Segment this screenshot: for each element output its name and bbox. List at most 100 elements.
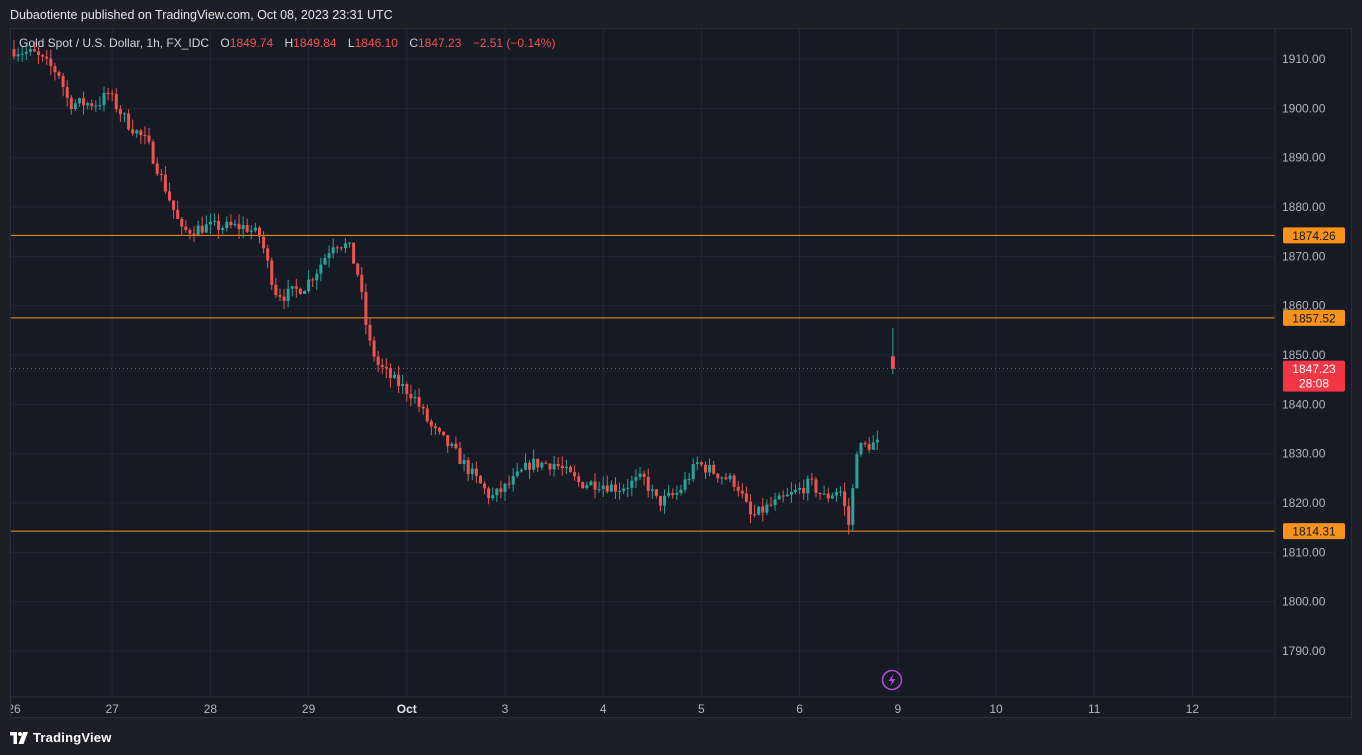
price-tick-label: 1880.00 (1282, 200, 1326, 214)
publisher-header: Dubaotiente published on TradingView.com… (0, 0, 1362, 30)
grid (11, 29, 1275, 697)
candle (204, 215, 208, 233)
candle (433, 423, 437, 435)
candle (511, 468, 515, 492)
candle (794, 484, 798, 495)
candle (810, 473, 814, 486)
candle (740, 483, 744, 499)
candle (466, 456, 470, 482)
candle (249, 225, 253, 240)
candle (94, 100, 98, 113)
candle (859, 441, 863, 457)
candle (609, 480, 613, 492)
candle (470, 463, 474, 480)
candle (65, 79, 69, 107)
candle (851, 484, 855, 532)
candle (409, 384, 413, 407)
candle (221, 225, 225, 234)
candle (32, 42, 36, 52)
horizontal-levels[interactable] (11, 234, 1275, 532)
candle (536, 458, 540, 473)
candle (208, 213, 212, 235)
candle (585, 481, 589, 491)
candle (564, 459, 568, 474)
candle (438, 427, 442, 435)
tradingview-wordmark: TradingView (33, 730, 112, 745)
candle (360, 267, 364, 300)
price-tick-label: 1910.00 (1282, 52, 1326, 66)
legend-symbol: Gold Spot / U.S. Dollar, 1h, FX_IDC (19, 36, 209, 50)
candle (577, 472, 581, 487)
candle (73, 99, 77, 111)
candle (618, 482, 622, 500)
candle (339, 246, 343, 251)
tradingview-logo-icon (10, 731, 28, 744)
candle (507, 475, 511, 489)
candle (847, 498, 851, 535)
candle (671, 488, 675, 499)
candle (687, 472, 691, 485)
candle (552, 455, 556, 477)
level-label-box (1283, 309, 1345, 326)
candle (442, 431, 446, 437)
candle (875, 430, 879, 451)
legend-c-value: 1847.23 (418, 36, 462, 50)
price-tick-label: 1820.00 (1282, 496, 1326, 510)
candle (605, 475, 609, 494)
candle (380, 358, 384, 375)
candle (732, 473, 736, 492)
candle (597, 481, 601, 493)
price-tick-label: 1870.00 (1282, 249, 1326, 263)
candle (540, 461, 544, 471)
candle (131, 119, 135, 136)
candle (348, 241, 352, 248)
tradingview-logo[interactable]: TradingView (10, 730, 112, 745)
candle (822, 485, 826, 495)
candle (695, 456, 699, 471)
candle (298, 287, 302, 295)
legend-h-label: H (285, 36, 294, 50)
candle (613, 477, 617, 500)
candle (581, 481, 585, 489)
legend-o-value: 1849.74 (230, 36, 274, 50)
time-tick-label: 10 (989, 702, 1003, 716)
candle (491, 487, 495, 501)
candle (675, 485, 679, 500)
candle (712, 460, 716, 475)
candle (421, 404, 425, 416)
candle (155, 157, 159, 177)
last-price-label: 1847.23 (1292, 362, 1336, 376)
time-tick-label: 6 (796, 702, 803, 716)
candle (102, 86, 106, 112)
candle (843, 482, 847, 516)
candle (523, 453, 527, 471)
candle (139, 129, 143, 145)
candle (82, 91, 86, 115)
last-price-badge (1283, 360, 1345, 392)
legend-l-label: L (348, 36, 355, 50)
candle (589, 480, 593, 486)
time-axis[interactable]: 26 27 28 29 Oct 3 4 5 6 9 10 11 12 (11, 702, 1199, 716)
candle (830, 492, 834, 500)
candle (196, 220, 200, 236)
session-break-badge[interactable] (881, 669, 903, 691)
candle (691, 458, 695, 483)
candle (388, 363, 392, 388)
candle (184, 219, 188, 233)
candle (532, 449, 536, 473)
candle (266, 244, 270, 268)
price-tick-label: 1790.00 (1282, 644, 1326, 658)
publisher-text: Dubaotiente published on TradingView.com… (10, 8, 393, 22)
candle (515, 462, 519, 478)
price-chart[interactable]: 1790.00 1800.00 1810.00 1820.00 1830.00 1840.… (11, 29, 1351, 717)
candle (757, 506, 761, 516)
chart-panel[interactable]: 1790.00 1800.00 1810.00 1820.00 1830.00 1840.… (10, 28, 1352, 718)
level-label-box (1283, 523, 1345, 540)
candle (262, 231, 266, 254)
candle (650, 484, 654, 499)
price-tick-label: 1890.00 (1282, 151, 1326, 165)
candle (258, 225, 261, 244)
candle (57, 70, 61, 79)
candle (560, 456, 564, 476)
price-axis[interactable]: 1790.00 1800.00 1810.00 1820.00 1830.00 1840.… (11, 29, 1351, 717)
